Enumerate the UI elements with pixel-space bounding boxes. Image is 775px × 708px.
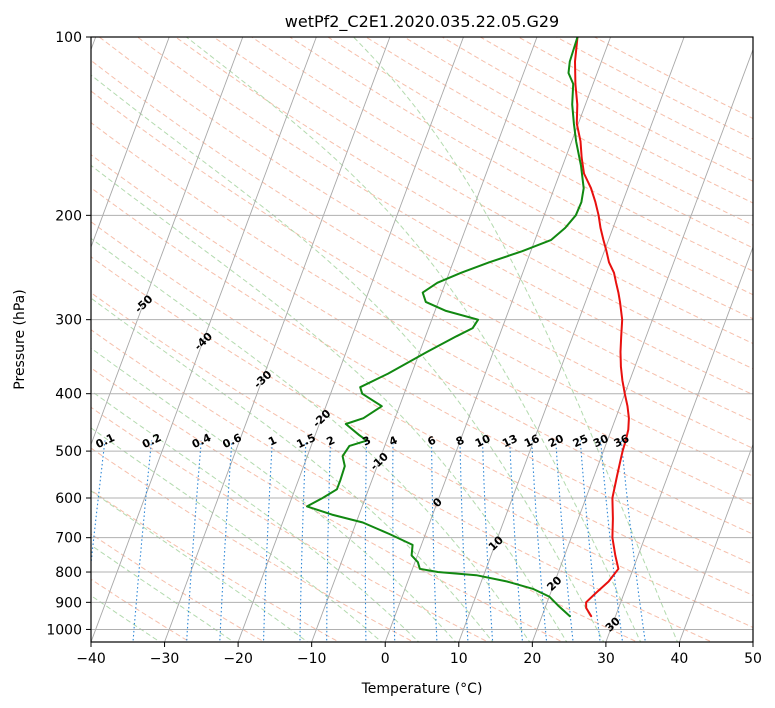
isotherm-line bbox=[237, 37, 464, 642]
x-axis-label: Temperature (°C) bbox=[361, 681, 483, 697]
mixing-ratio-line bbox=[531, 440, 548, 642]
dry-adiabat-line bbox=[91, 121, 753, 506]
x-tick-label: 10 bbox=[450, 651, 468, 667]
mixing-ratio-line bbox=[132, 440, 153, 642]
plot-series bbox=[306, 37, 630, 618]
x-tick-label: 20 bbox=[523, 651, 541, 667]
isotherm-line bbox=[91, 37, 317, 642]
isotherm-line bbox=[91, 37, 244, 446]
dry-adiabat-line bbox=[137, 37, 753, 396]
y-tick-label: 700 bbox=[55, 531, 82, 547]
y-tick-label: 1000 bbox=[46, 622, 82, 638]
mixing-ratio-label: 36 bbox=[612, 432, 632, 450]
y-tick-label: 500 bbox=[55, 444, 82, 460]
mixing-ratio-line bbox=[555, 440, 574, 642]
mixing-ratio-line bbox=[299, 440, 307, 642]
mixing-ratio-line bbox=[186, 440, 202, 642]
mixing-ratio-line bbox=[579, 440, 601, 642]
x-tick-label: 30 bbox=[597, 651, 615, 667]
y-tick-label: 900 bbox=[55, 595, 82, 611]
mixing-ratio-line bbox=[481, 440, 494, 642]
dry-adiabat-line bbox=[91, 367, 564, 642]
y-tick-label: 200 bbox=[55, 208, 82, 224]
mixing-ratio-label: 16 bbox=[522, 432, 542, 450]
plot-grid bbox=[91, 37, 753, 642]
dry-adiabat-line bbox=[91, 90, 753, 477]
isotherm-line bbox=[531, 48, 753, 642]
mixing-ratio-label: 10 bbox=[473, 432, 493, 450]
mixing-ratio-line bbox=[509, 440, 524, 642]
x-tick-label: −40 bbox=[76, 651, 106, 667]
moist-adiabat-line bbox=[186, 37, 642, 642]
chart-title: wetPf2_C2E1.2020.035.22.05.G29 bbox=[285, 12, 559, 32]
moist-adiabat-line bbox=[91, 347, 457, 642]
mixing-ratio-label: 25 bbox=[571, 432, 590, 450]
y-tick-label: 600 bbox=[55, 491, 82, 507]
mixing-ratio-line bbox=[364, 440, 368, 642]
profile-line bbox=[574, 37, 630, 618]
mixing-ratio-line bbox=[431, 440, 438, 642]
dry-adiabat-line bbox=[91, 154, 753, 535]
mixing-ratio-line bbox=[620, 440, 646, 642]
x-tick-label: −20 bbox=[223, 651, 253, 667]
mixing-ratio-label: 13 bbox=[500, 432, 519, 450]
moist-adiabat-line bbox=[91, 544, 235, 642]
moist-adiabat-line bbox=[91, 490, 309, 642]
dry-adiabat-line bbox=[251, 37, 753, 320]
dry-adiabat-line bbox=[91, 59, 753, 449]
x-tick-label: 0 bbox=[381, 651, 390, 667]
dry-adiabat-line bbox=[98, 37, 753, 422]
dry-adiabat-line bbox=[289, 37, 753, 296]
y-tick-label: 300 bbox=[55, 313, 82, 329]
dry-adiabat-line bbox=[91, 187, 753, 565]
y-tick-label: 100 bbox=[55, 30, 82, 46]
mixing-ratio-line bbox=[600, 440, 624, 642]
moist-adiabat-line bbox=[91, 297, 494, 642]
mixing-ratio-line bbox=[262, 440, 273, 642]
isotherm-line bbox=[311, 37, 538, 642]
moist-adiabat-line bbox=[91, 74, 605, 642]
isotherm-line bbox=[164, 37, 391, 642]
isotherm-line bbox=[384, 37, 611, 642]
moist-adiabat-line bbox=[353, 37, 679, 642]
y-axis-label: Pressure (hPa) bbox=[12, 289, 28, 389]
isotherm-line bbox=[91, 37, 170, 249]
mixing-ratio-line bbox=[392, 440, 396, 642]
mixing-ratio-label: 20 bbox=[546, 432, 566, 450]
x-tick-label: 50 bbox=[744, 651, 762, 667]
isotherm-line bbox=[458, 37, 685, 642]
plot-frame bbox=[90, 36, 754, 643]
moist-adiabat-line bbox=[91, 427, 383, 642]
dry-adiabat-line bbox=[91, 221, 753, 596]
mixing-ratio-line bbox=[459, 440, 469, 642]
plot-frame-border bbox=[90, 36, 754, 643]
x-tick-label: −10 bbox=[297, 651, 327, 667]
profile-line bbox=[306, 37, 585, 618]
mixing-ratio-line bbox=[219, 440, 233, 642]
moist-adiabat-line bbox=[91, 390, 420, 642]
y-tick-label: 800 bbox=[55, 565, 82, 581]
isotherm-line bbox=[679, 443, 753, 642]
x-tick-label: −30 bbox=[150, 651, 180, 667]
mixing-ratio-label: 30 bbox=[591, 432, 611, 450]
x-tick-label: 40 bbox=[671, 651, 689, 667]
mixing-ratio-line bbox=[326, 440, 332, 642]
y-tick-label: 400 bbox=[55, 387, 82, 403]
isotherm-line bbox=[605, 245, 753, 642]
